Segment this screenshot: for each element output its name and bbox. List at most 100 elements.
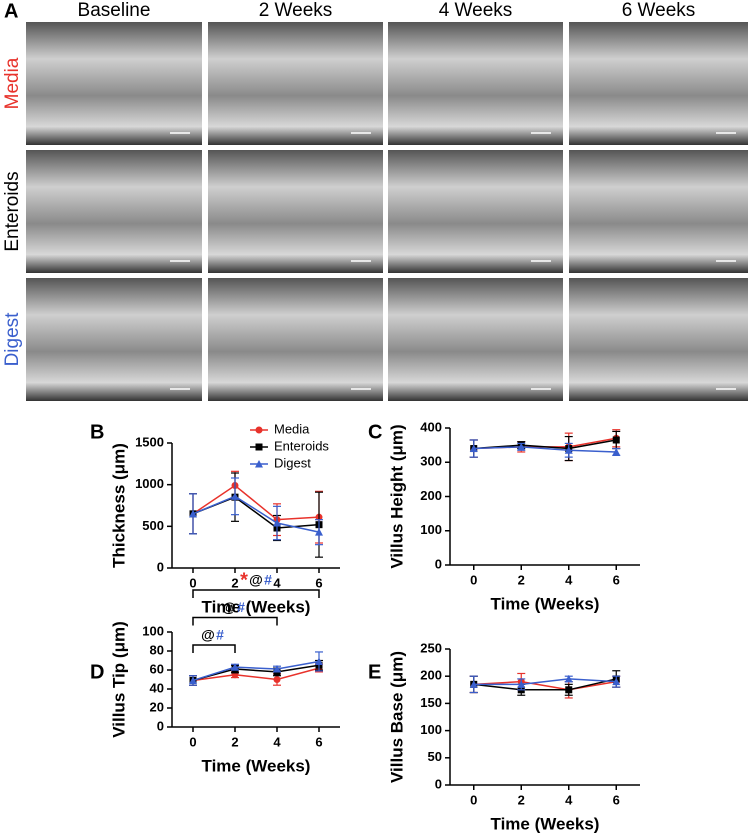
- column-label: 2 Weeks: [259, 0, 333, 21]
- x-tick-label: 0: [189, 734, 196, 749]
- series-line: [192, 667, 320, 682]
- y-tick-label: 500: [142, 518, 164, 533]
- marker: [612, 436, 620, 444]
- y-tick-label: 200: [420, 668, 442, 683]
- marker: [255, 426, 263, 434]
- marker: [255, 460, 263, 468]
- marker: [231, 663, 239, 671]
- micrograph: [569, 150, 748, 273]
- panel-label: C: [368, 421, 382, 443]
- significance-bracket: [192, 589, 320, 598]
- x-tick-label: 4: [273, 734, 281, 749]
- significance-symbol: #: [237, 599, 245, 615]
- y-tick-label: 0: [435, 776, 442, 791]
- y-tick-label: 200: [420, 488, 442, 503]
- micrograph: [388, 22, 563, 145]
- marker: [189, 509, 197, 518]
- significance-symbol: #: [264, 572, 272, 588]
- marker: [564, 446, 573, 454]
- y-tick-label: 80: [150, 642, 164, 657]
- series-line: [192, 484, 320, 521]
- y-tick-label: 0: [157, 718, 164, 733]
- x-tick-label: 2: [231, 575, 238, 590]
- column-label: 6 Weeks: [622, 0, 696, 21]
- x-axis-label: Time (Weeks): [202, 597, 311, 616]
- marker: [612, 447, 621, 456]
- y-tick-label: 1500: [135, 434, 164, 449]
- x-tick-label: 0: [189, 575, 196, 590]
- marker: [189, 676, 197, 684]
- marker: [517, 680, 526, 688]
- marker: [517, 442, 526, 451]
- series-line: [473, 439, 617, 450]
- marker: [231, 492, 239, 500]
- y-axis-label: Villus Base (μm): [387, 651, 406, 783]
- marker: [315, 528, 323, 536]
- significance-bracket: [192, 616, 278, 626]
- x-tick-label: 4: [273, 575, 281, 590]
- y-tick-label: 0: [435, 556, 442, 571]
- x-tick-label: 6: [315, 575, 322, 590]
- row-label: Digest: [2, 312, 23, 367]
- y-tick-label: 400: [420, 419, 442, 434]
- micrograph: [26, 278, 202, 401]
- y-tick-label: 100: [420, 522, 442, 537]
- marker: [469, 680, 478, 688]
- x-axis-label: Time (Weeks): [491, 594, 600, 613]
- micrograph: [569, 278, 748, 401]
- series-line: [192, 660, 320, 682]
- y-tick-label: 1000: [135, 476, 164, 491]
- x-axis-label: Time (Weeks): [202, 756, 311, 775]
- series-line: [473, 446, 617, 453]
- x-tick-label: 2: [518, 572, 525, 587]
- series-line: [192, 495, 320, 533]
- micrograph: [208, 278, 383, 401]
- significance-bracket: [192, 644, 236, 653]
- significance-symbol: #: [216, 627, 224, 643]
- y-tick-label: 20: [150, 699, 164, 714]
- micrograph: [388, 278, 563, 401]
- y-tick-label: 300: [420, 454, 442, 469]
- series-line: [473, 678, 617, 691]
- x-tick-label: 0: [470, 572, 477, 587]
- legend-label: Digest: [274, 455, 311, 470]
- y-tick-label: 100: [420, 722, 442, 737]
- x-tick-label: 6: [613, 572, 620, 587]
- column-label: 4 Weeks: [439, 0, 513, 21]
- x-tick-label: 4: [565, 572, 573, 587]
- y-axis-label: Thickness (μm): [109, 443, 128, 568]
- y-tick-label: 0: [157, 559, 164, 574]
- significance-symbol: *: [240, 569, 248, 591]
- series-line: [473, 678, 617, 686]
- x-tick-label: 4: [565, 792, 573, 807]
- x-axis-label: Time (Weeks): [491, 814, 600, 833]
- y-tick-label: 250: [420, 640, 442, 655]
- y-tick-label: 150: [420, 695, 442, 710]
- series-line: [192, 664, 320, 682]
- legend-label: Media: [274, 421, 310, 436]
- micrograph: [569, 22, 748, 145]
- marker: [315, 657, 323, 665]
- y-tick-label: 100: [142, 623, 164, 638]
- y-axis-label: Villus Tip (μm): [109, 621, 128, 738]
- y-tick-label: 40: [150, 680, 164, 695]
- row-label: Media: [2, 57, 23, 109]
- micrograph: [26, 22, 202, 145]
- panel-label: D: [90, 661, 104, 683]
- panel-label: B: [90, 421, 104, 443]
- y-axis-label: Villus Height (μm): [387, 424, 406, 568]
- marker: [612, 677, 621, 686]
- micrograph: [388, 150, 563, 273]
- y-tick-label: 50: [428, 749, 442, 764]
- marker: [273, 676, 281, 683]
- marker: [255, 443, 263, 451]
- significance-symbol: @: [222, 599, 236, 615]
- marker: [564, 674, 573, 683]
- x-tick-label: 6: [315, 734, 322, 749]
- significance-symbol: @: [201, 627, 215, 643]
- marker: [565, 686, 573, 694]
- legend-label: Enteroids: [274, 438, 329, 453]
- row-label: Enteroids: [2, 171, 23, 251]
- x-tick-label: 6: [613, 792, 620, 807]
